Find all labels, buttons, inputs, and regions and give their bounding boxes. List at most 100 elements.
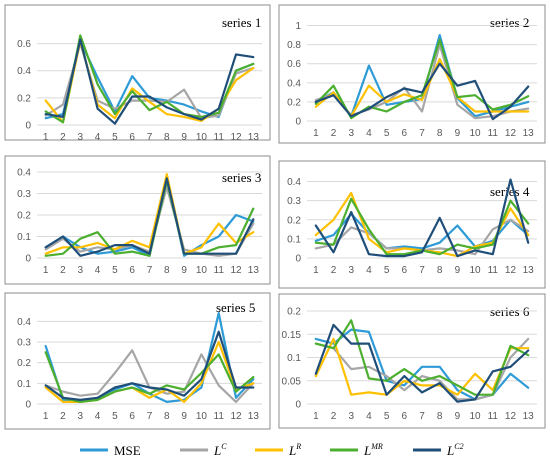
x-tick-label: 8 [437,128,443,139]
y-tick-label: 0.1 [287,234,301,245]
panel-border [4,155,271,285]
x-tick-label: 10 [196,132,208,143]
x-tick-label: 3 [348,128,354,139]
y-tick-label: 0.3 [287,196,301,207]
x-tick-label: 6 [402,265,408,276]
x-tick-label: 11 [214,132,225,143]
panel-border [278,4,546,144]
x-tick-label: 10 [196,265,208,276]
x-tick-label: 12 [505,128,517,139]
panel-title: series 1 [222,15,261,30]
y-tick-label: 0.2 [17,358,31,369]
series-line-l-c2 [44,330,255,401]
x-tick-label: 13 [248,265,260,276]
plot-area: 00.20.40.60.811 2 3 4 5 6 7 8 9 10 11 12 13 [287,21,537,139]
y-tick-label: 0.4 [287,78,301,89]
x-tick-label: 13 [523,128,535,139]
x-tick-label: 11 [488,411,499,422]
series-line-l-c2 [44,177,255,257]
legend: MSE LC LR LMR LC2 [80,442,464,458]
x-tick-label: 12 [505,265,517,276]
x-tick-label: 8 [437,411,443,422]
x-tick-label: 8 [164,265,170,276]
plot-area: 00.10.20.30.41 2 3 4 5 6 7 8 9 10 11 12 13 [17,312,262,422]
x-tick-label: 11 [488,128,499,139]
x-tick-label: 2 [331,265,337,276]
x-tick-label: 4 [366,128,372,139]
x-tick-label: 13 [248,411,260,422]
x-tick-label: 8 [164,411,170,422]
y-tick-label: 0 [25,254,31,265]
x-tick-label: 13 [523,411,535,422]
x-tick-label: 3 [348,411,354,422]
chart-panel-1: series 1 00.20.40.61 2 3 4 5 6 7 8 9 10 11 12 13 [4,4,271,143]
y-tick-label: 0.4 [17,66,31,77]
series-line-l-mr [44,179,255,257]
x-tick-label: 9 [181,132,187,143]
x-tick-label: 6 [129,411,135,422]
plot-area: 00.050.10.150.21 2 3 4 5 6 7 8 9 10 11 12 13 [282,307,537,422]
x-tick-label: 3 [77,132,83,143]
y-tick-label: 0.1 [17,232,31,243]
legend-label-l-mr: LMR [363,442,383,458]
y-tick-label: 0 [295,117,301,128]
x-tick-label: 12 [230,411,242,422]
x-tick-label: 6 [402,128,408,139]
x-tick-label: 4 [95,132,101,143]
y-tick-label: 0 [295,400,301,411]
y-tick-label: 0.4 [17,317,31,328]
y-tick-label: 0.05 [282,376,302,387]
x-tick-label: 1 [43,132,49,143]
y-tick-label: 0 [295,254,301,265]
y-tick-label: 0.2 [287,97,301,108]
x-tick-label: 3 [77,265,83,276]
chart-panel-2: series 2 00.20.40.60.811 2 3 4 5 6 7 8 9 10 11 12 13 [278,4,546,144]
x-tick-label: 9 [181,411,187,422]
x-tick-label: 7 [147,265,153,276]
x-tick-label: 1 [313,128,319,139]
x-tick-label: 5 [384,265,390,276]
series-line-l-c2 [314,323,530,403]
y-tick-label: 0 [25,121,31,132]
x-tick-label: 3 [348,265,354,276]
x-tick-label: 8 [437,265,443,276]
x-tick-label: 12 [505,411,517,422]
series-line-l-r [314,337,530,396]
y-tick-label: 0.3 [17,338,31,349]
y-tick-label: 0.6 [287,59,301,70]
x-tick-label: 4 [95,411,101,422]
series-line-l-mr [44,34,255,124]
legend-label-l-c2: LC2 [446,442,464,458]
x-tick-label: 9 [455,128,461,139]
chart-panel-5: series 5 00.10.20.30.41 2 3 4 5 6 7 8 9 10 11 12 13 [4,292,271,430]
x-tick-label: 13 [523,265,535,276]
series-line-l-r [44,173,255,255]
x-tick-label: 12 [230,132,242,143]
y-tick-label: 0.8 [287,40,301,51]
x-tick-label: 2 [60,411,66,422]
x-tick-label: 5 [384,128,390,139]
x-tick-label: 11 [214,411,225,422]
y-tick-label: 1 [295,21,301,32]
x-tick-label: 5 [112,411,118,422]
series-line-l-c2 [314,178,530,258]
y-tick-label: 0.3 [17,189,31,200]
series-line-l-mr [314,38,530,120]
x-tick-label: 11 [488,265,499,276]
x-tick-label: 10 [196,411,208,422]
plot-area: 00.10.20.30.41 2 3 4 5 6 7 8 9 10 11 12 13 [17,168,262,276]
x-tick-label: 11 [214,265,225,276]
x-tick-label: 10 [470,265,482,276]
x-tick-label: 1 [43,411,49,422]
legend-label-l-c: LC [213,442,227,458]
y-tick-label: 0.15 [282,330,302,341]
plot-area: 00.10.20.30.41 2 3 4 5 6 7 8 9 10 11 12 13 [287,177,537,276]
x-tick-label: 2 [331,411,337,422]
y-tick-label: 0.1 [17,379,31,390]
x-tick-label: 1 [313,265,319,276]
y-tick-label: 0.2 [287,307,301,318]
y-tick-label: 0.4 [17,168,31,179]
x-tick-label: 1 [43,265,49,276]
y-tick-label: 0.2 [17,93,31,104]
y-tick-label: 0.1 [287,353,301,364]
